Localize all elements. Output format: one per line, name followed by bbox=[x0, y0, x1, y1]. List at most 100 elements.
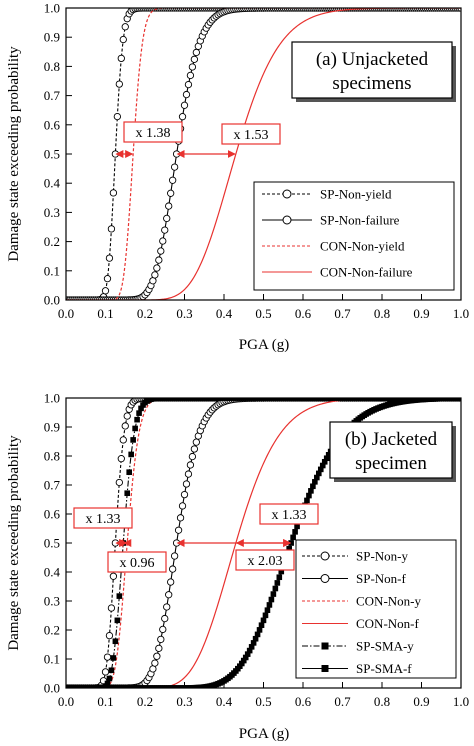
data-point bbox=[325, 452, 332, 458]
series-line bbox=[66, 398, 461, 688]
ratio-label-box bbox=[123, 121, 183, 143]
data-point bbox=[124, 490, 131, 497]
data-point bbox=[163, 603, 171, 611]
panel-b-y-tick-label: 0.4 bbox=[44, 565, 61, 580]
panel-a-x-tick-label: 0.8 bbox=[374, 306, 390, 321]
data-point bbox=[130, 437, 136, 443]
data-point bbox=[112, 638, 119, 645]
data-point bbox=[319, 462, 326, 469]
data-point bbox=[170, 163, 179, 171]
data-point bbox=[121, 23, 129, 31]
data-point bbox=[155, 256, 163, 264]
data-point bbox=[272, 585, 279, 592]
data-point bbox=[138, 405, 144, 412]
data-point bbox=[157, 635, 165, 644]
data-point bbox=[105, 254, 114, 262]
data-point bbox=[165, 202, 173, 210]
panel-a-y-tick-label: 0.3 bbox=[44, 205, 60, 220]
data-point bbox=[252, 635, 259, 642]
panel-b-title-box: (b) Jacketed specimen bbox=[329, 421, 456, 482]
series-line bbox=[66, 398, 461, 688]
data-point bbox=[288, 540, 294, 546]
panel-a-y-tick-label: 0.8 bbox=[44, 59, 60, 74]
data-point bbox=[458, 398, 461, 402]
ratio-label: x 1.33 bbox=[272, 508, 307, 523]
data-point bbox=[132, 425, 138, 432]
legend-label: CON-Non-f bbox=[356, 616, 419, 631]
data-point bbox=[294, 523, 300, 530]
data-point bbox=[264, 607, 271, 613]
data-point bbox=[184, 470, 193, 478]
data-point bbox=[103, 274, 112, 283]
data-point bbox=[254, 631, 261, 638]
data-point bbox=[153, 264, 161, 272]
data-point bbox=[262, 612, 269, 619]
panel-a-x-tick-label: 0.4 bbox=[216, 306, 233, 321]
panel-a-x-tick-label: 0.5 bbox=[255, 306, 271, 321]
data-point bbox=[178, 113, 187, 121]
panel-a-y-tick-label: 0.9 bbox=[44, 30, 60, 45]
panel-b-annotations: x 1.33 x 0.96 x 1.33 x 2.03 bbox=[73, 503, 319, 573]
data-point bbox=[258, 622, 265, 628]
panel-a-x-tick-label: 0.0 bbox=[58, 306, 74, 321]
series-line bbox=[66, 8, 461, 300]
legend-label: SP-Non-yield bbox=[320, 187, 392, 202]
data-point bbox=[134, 416, 140, 423]
panel-a-x-axis-title: PGA (g) bbox=[239, 337, 289, 353]
data-point bbox=[116, 593, 123, 599]
panel-a-legend: SP-Non-yield SP-Non-failure CON-Non-yield C… bbox=[253, 181, 455, 291]
panel-b-y-tick-label: 0.5 bbox=[44, 536, 60, 551]
data-point bbox=[186, 71, 195, 80]
panel-a-ticks: 0.0 0.1 0.2 0.3 0.4 0.5 0.6 0.7 0.8 0.9 1.0 0.0 0.1 0… bbox=[44, 1, 469, 322]
panel-b-legend: SP-Non-y SP-Non-f CON-Non-y CON-Non-f SP-SMA… bbox=[295, 539, 457, 679]
panel-b-ratio-annotation: x 0.96 bbox=[107, 539, 167, 573]
data-point bbox=[276, 574, 283, 581]
panel-a-x-tick-label: 0.7 bbox=[334, 306, 351, 321]
data-point bbox=[286, 545, 292, 552]
data-point bbox=[260, 617, 267, 624]
legend-marker bbox=[320, 574, 330, 583]
panel-b-series-con-non-y bbox=[66, 398, 461, 688]
ratio-label: x 1.38 bbox=[136, 126, 171, 141]
ratio-label-box bbox=[235, 549, 295, 571]
panel-b-x-tick-label: 0.9 bbox=[413, 694, 429, 709]
panel-b-y-tick-label: 0.6 bbox=[44, 507, 61, 522]
data-point bbox=[312, 479, 318, 485]
data-point bbox=[106, 675, 113, 682]
data-point bbox=[240, 657, 247, 664]
data-point bbox=[128, 451, 134, 458]
panel-b-title-line-1: (b) Jacketed bbox=[345, 429, 438, 450]
data-point bbox=[290, 534, 296, 541]
panel-b-y-axis-title: Damage state exceeding probability bbox=[6, 435, 22, 651]
data-point bbox=[192, 438, 201, 446]
data-point bbox=[159, 237, 167, 245]
legend-label: SP-Non-failure bbox=[320, 213, 400, 228]
panel-b-ticks: 0.0 0.1 0.2 0.3 0.4 0.5 0.6 0.7 0.8 0.9 1.0 0.0 0.1 0… bbox=[44, 391, 469, 710]
data-point bbox=[188, 452, 197, 461]
panel-a-series-con-non-yield bbox=[66, 8, 461, 300]
legend-label: SP-SMA-f bbox=[356, 661, 412, 676]
panel-b-x-tick-label: 1.0 bbox=[453, 694, 469, 709]
panel-b-y-tick-label: 0.8 bbox=[44, 449, 60, 464]
panel-b: 0.0 0.1 0.2 0.3 0.4 0.5 0.6 0.7 0.8 0.9 1.0 0.0 0.1 0… bbox=[6, 391, 469, 743]
data-point bbox=[304, 497, 310, 504]
panel-a-x-tick-label: 0.9 bbox=[413, 306, 429, 321]
data-point bbox=[188, 63, 197, 71]
panel-b-x-tick-label: 0.5 bbox=[255, 694, 271, 709]
panel-a-annotations: x 1.38 x 1.53 bbox=[115, 121, 281, 158]
panel-b-y-tick-label: 0.2 bbox=[44, 623, 60, 638]
data-point bbox=[180, 490, 189, 499]
data-point bbox=[248, 644, 255, 650]
data-point bbox=[101, 668, 110, 676]
data-point bbox=[306, 492, 312, 499]
data-point bbox=[180, 101, 189, 109]
data-point bbox=[136, 410, 142, 416]
panel-b-x-tick-label: 0.6 bbox=[295, 694, 312, 709]
data-point bbox=[107, 225, 116, 233]
data-point bbox=[266, 602, 273, 608]
panel-a-x-tick-label: 0.2 bbox=[137, 306, 153, 321]
data-point bbox=[184, 80, 193, 89]
panel-a-x-tick-label: 1.0 bbox=[453, 306, 469, 321]
panel-a-x-tick-label: 0.6 bbox=[295, 306, 312, 321]
panel-a-y-tick-label: 0.5 bbox=[44, 147, 60, 162]
